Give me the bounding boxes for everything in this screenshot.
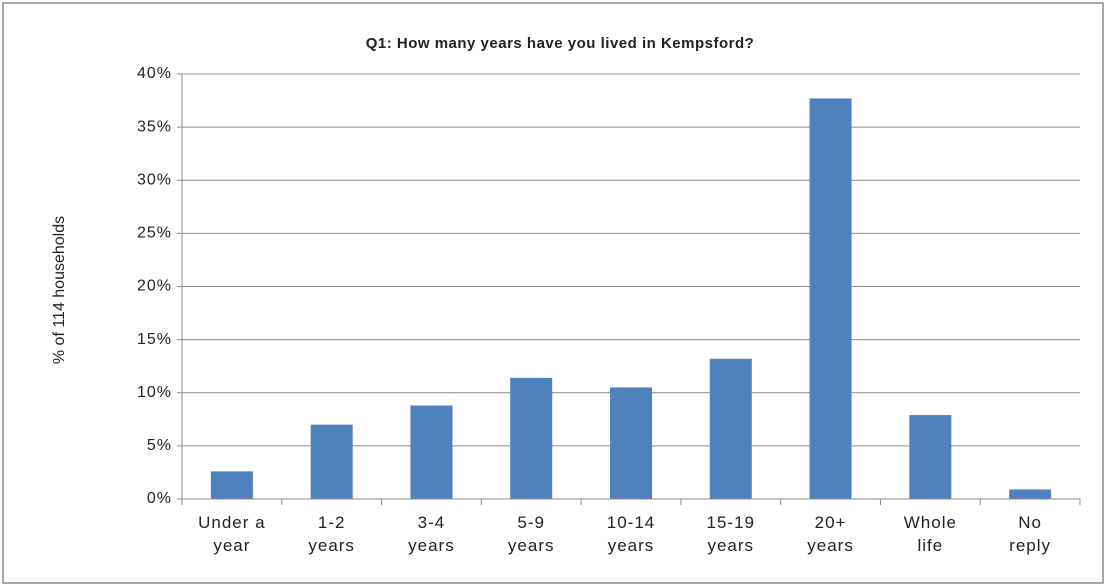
x-tick-label: Whole life (903, 513, 957, 555)
x-tick-label: Under a year (198, 513, 266, 555)
x-tick-label: 5-9 years (507, 513, 555, 555)
y-tick-label: 35% (137, 118, 172, 135)
y-tick-label: 5% (147, 437, 172, 454)
bar (709, 358, 752, 499)
bar (410, 405, 453, 499)
bar (1009, 489, 1052, 499)
y-tick-label: 0% (147, 490, 172, 507)
bar (809, 98, 852, 499)
y-tick-label: 30% (137, 171, 172, 188)
chart-title: Q1: How many years have you lived in Kem… (366, 35, 755, 52)
bar (909, 415, 952, 499)
x-tick-label: 20+ years (807, 513, 854, 555)
x-tick-label: 1-2 years (308, 513, 355, 555)
y-tick-label: 20% (137, 278, 172, 295)
bar (210, 471, 253, 499)
x-tick-label: 10-14 years (606, 513, 656, 555)
y-axis-label: % of 114 households (51, 216, 68, 364)
x-tick-label: No reply (1009, 513, 1052, 555)
bar (610, 387, 652, 499)
y-tick-label: 10% (137, 384, 172, 401)
bar (310, 424, 353, 499)
y-tick-label: 15% (137, 331, 172, 348)
y-tick-label: 25% (137, 225, 172, 242)
bar (510, 377, 553, 499)
y-tick-label: 40% (137, 65, 172, 82)
x-tick-label: 3-4 years (408, 513, 455, 555)
x-tick-label: 15-19 years (706, 513, 755, 555)
